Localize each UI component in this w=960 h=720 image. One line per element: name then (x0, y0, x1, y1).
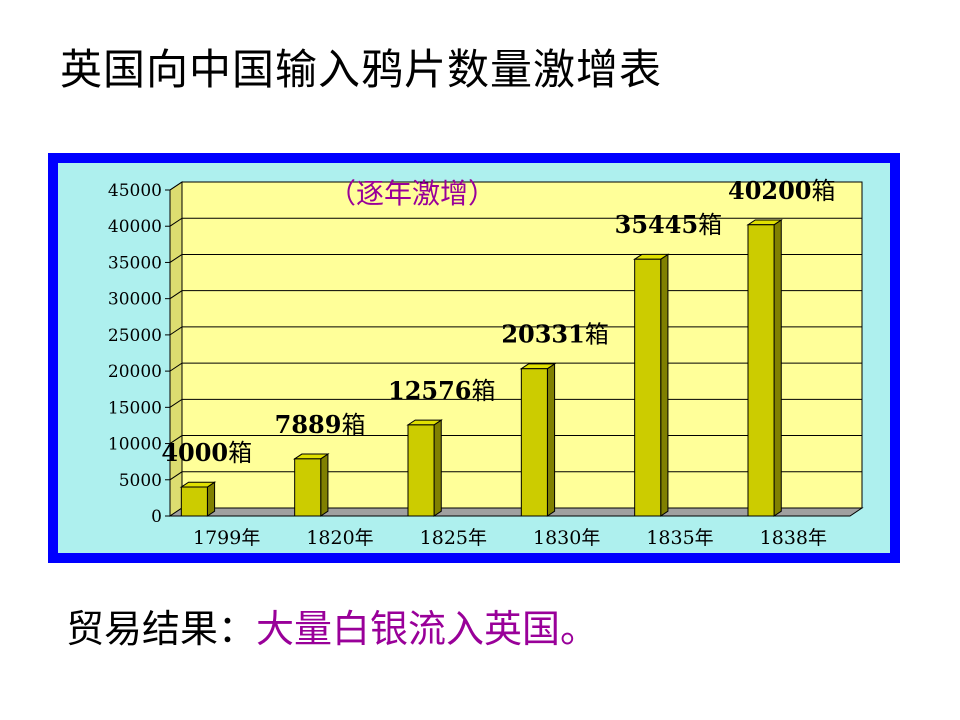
y-tick-label: 45000 (108, 181, 162, 201)
bar-front (747, 224, 775, 517)
data-label-unit: 箱 (228, 439, 252, 467)
data-label-number: 12576 (388, 376, 472, 405)
gridline (169, 181, 862, 191)
bar (519, 362, 557, 517)
data-label: 7889箱 (275, 410, 366, 439)
y-tick-label: 15000 (108, 398, 162, 418)
y-tick-label: 35000 (108, 253, 162, 273)
data-label-number: 4000 (161, 438, 228, 467)
data-label: 40200箱 (728, 176, 836, 205)
y-tick-label: 10000 (108, 435, 162, 455)
data-label-number: 40200 (728, 176, 812, 205)
chart-frame: 0 5000 10000 15000 20000 25000 30000 35000 40000… (48, 153, 900, 563)
gridline (169, 217, 862, 227)
bar (293, 453, 330, 517)
y-tick-label: 5000 (119, 471, 162, 491)
data-label-number: 35445 (615, 210, 699, 239)
data-label-unit: 箱 (341, 411, 365, 439)
bar-side (546, 362, 556, 517)
data-label-unit: 箱 (698, 211, 722, 239)
plot-floor (168, 507, 864, 517)
result-label: 贸易结果： (66, 607, 257, 651)
y-tick-label: 40000 (108, 217, 162, 237)
data-label-unit: 箱 (585, 321, 609, 349)
x-tick-label: 1799年 (193, 527, 260, 549)
y-tick-label: 30000 (108, 290, 162, 310)
x-tick-label: 1830年 (533, 527, 600, 549)
x-tick-label: 1825年 (420, 527, 487, 549)
chart-annotation: （逐年激增） (328, 177, 496, 210)
data-label-number: 20331 (501, 320, 585, 349)
trade-result: 贸易结果：大量白银流入英国。 (66, 598, 598, 653)
page-title: 英国向中国输入鸦片数量激增表 (60, 45, 663, 94)
bar (406, 419, 443, 517)
bar (746, 219, 783, 517)
bar-side (660, 253, 669, 517)
x-tick-label: 1838年 (760, 527, 827, 549)
x-tick-label: 1820年 (306, 527, 373, 549)
data-label-unit: 箱 (472, 377, 496, 405)
y-tick-label: 0 (151, 507, 162, 527)
data-label-number: 7889 (275, 410, 342, 439)
data-label: 12576箱 (388, 376, 496, 405)
data-label-unit: 箱 (812, 177, 836, 205)
bar-front (407, 424, 435, 517)
bar-side (773, 219, 782, 517)
y-tick-label: 25000 (108, 326, 162, 346)
data-label: 20331箱 (501, 320, 609, 349)
bar-front (180, 486, 208, 517)
bar-chart: 0 5000 10000 15000 20000 25000 30000 35000 40000… (108, 176, 864, 549)
bar (179, 481, 217, 517)
bar-side (320, 453, 329, 517)
gridline (169, 253, 862, 263)
bar-side (433, 419, 442, 517)
bar (633, 253, 670, 517)
bar-front (294, 458, 322, 517)
data-label: 4000箱 (161, 438, 252, 467)
y-tick-label: 20000 (108, 362, 162, 382)
bar-front (520, 368, 548, 517)
bar-side (206, 481, 216, 517)
data-label: 35445箱 (615, 210, 723, 239)
x-tick-label: 1835年 (646, 527, 713, 549)
chart-area: 0 5000 10000 15000 20000 25000 30000 35000 40000… (58, 163, 890, 553)
bar-front (634, 258, 662, 517)
result-value: 大量白银流入英国。 (256, 607, 599, 651)
